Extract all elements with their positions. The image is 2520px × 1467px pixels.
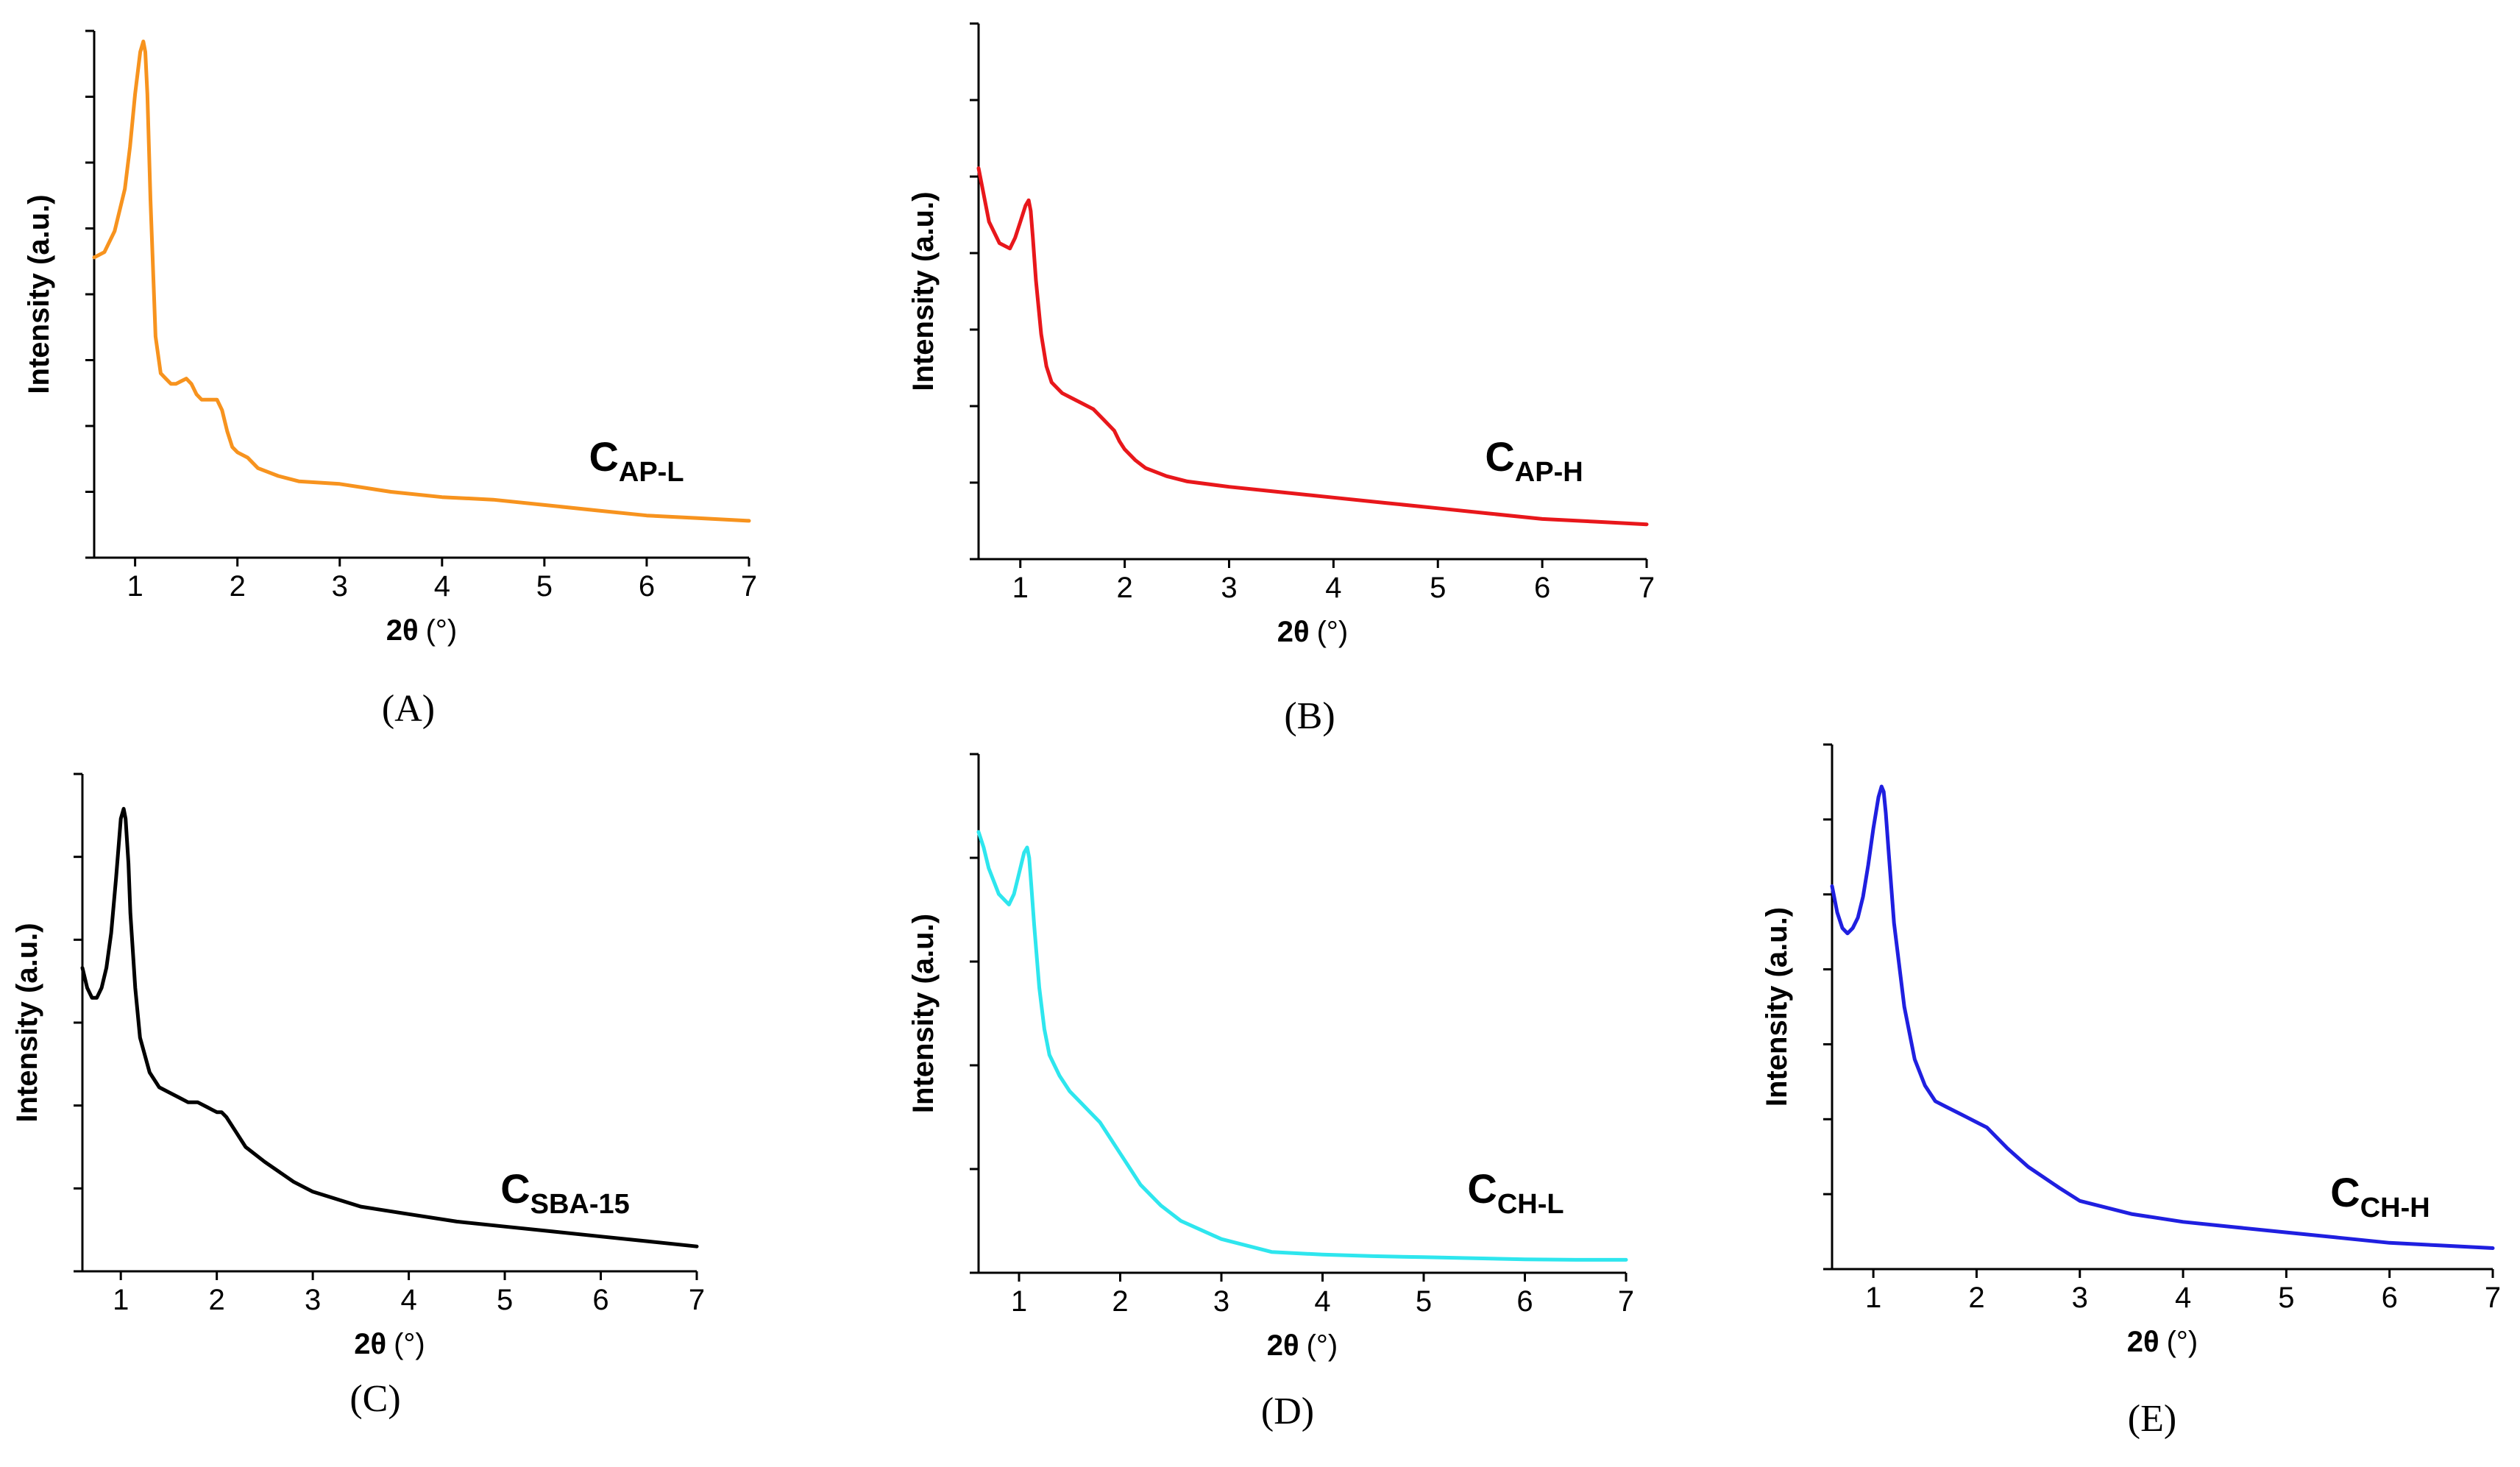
x-tick-label: 2 xyxy=(209,1284,225,1316)
x-axis-title-main: 2θ xyxy=(354,1328,386,1360)
x-tick-label: 5 xyxy=(2278,1282,2294,1314)
x-tick-label: 7 xyxy=(1639,572,1655,604)
x-tick-label: 3 xyxy=(1213,1285,1229,1318)
x-axis-title-main: 2θ xyxy=(386,614,419,647)
x-tick-label: 6 xyxy=(2382,1282,2398,1314)
x-tick-label: 4 xyxy=(1325,572,1341,604)
x-tick-label: 2 xyxy=(230,570,246,603)
series-line xyxy=(976,830,1628,1262)
series-line xyxy=(976,166,1649,527)
sample-label-sub: SBA-15 xyxy=(530,1189,630,1220)
y-axis-title: Intensity (a.u.) xyxy=(11,923,43,1122)
x-axis-title: 2θ (°) xyxy=(1277,616,1349,648)
panel-caption: (B) xyxy=(1284,695,1335,737)
x-tick-label: 3 xyxy=(305,1284,321,1316)
panel-a: 1 2 3 4 5 6 7 2θ (°) Intensity (a.u.) CAP-L (A) xyxy=(23,29,757,730)
y-axis-title: Intensity (a.u.) xyxy=(1761,907,1793,1107)
x-tick-label: 5 xyxy=(536,570,553,603)
x-tick-label: 1 xyxy=(1012,572,1029,604)
x-tick-label: 4 xyxy=(434,570,450,603)
x-axis-title-unit: (°) xyxy=(394,1328,425,1360)
x-tick-label: 4 xyxy=(1314,1285,1330,1318)
series-line xyxy=(92,39,751,523)
x-tick-label: 7 xyxy=(1618,1285,1634,1318)
x-tick-label: 3 xyxy=(2072,1282,2088,1314)
x-tick-label: 1 xyxy=(1865,1282,1881,1314)
x-tick-label: 7 xyxy=(689,1284,705,1316)
panel-caption: (A) xyxy=(382,688,435,730)
x-tick-label: 5 xyxy=(1416,1285,1432,1318)
x-tick-label: 7 xyxy=(2485,1282,2501,1314)
x-axis-title-unit: (°) xyxy=(2167,1326,2198,1358)
series-line xyxy=(80,806,699,1248)
x-axis-title: 2θ (°) xyxy=(2127,1326,2198,1358)
sample-label: CCH-L xyxy=(1467,1165,1564,1220)
x-tick-label: 1 xyxy=(127,570,143,603)
sample-label: CSBA-15 xyxy=(500,1165,630,1220)
x-axis-title-main: 2θ xyxy=(1267,1329,1299,1362)
x-tick-label: 4 xyxy=(400,1284,416,1316)
panel-caption: (C) xyxy=(349,1378,400,1420)
sample-label: CAP-L xyxy=(589,433,684,488)
panel-b: 1 2 3 4 5 6 7 2θ (°) Intensity (a.u.) CAP-H (B) xyxy=(907,22,1655,737)
x-tick-label: 5 xyxy=(497,1284,513,1316)
sample-label-sub: AP-H xyxy=(1515,457,1583,488)
y-axis-title: Intensity (a.u.) xyxy=(907,914,940,1113)
panel-d: 1 2 3 4 5 6 7 2θ (°) Intensity (a.u.) CCH-L (D) xyxy=(907,753,1634,1432)
x-tick-label: 1 xyxy=(113,1284,129,1316)
sample-label-main: C xyxy=(1485,433,1514,480)
x-tick-label: 6 xyxy=(1516,1285,1533,1318)
sample-label-sub: CH-H xyxy=(2360,1193,2430,1223)
x-axis-title-main: 2θ xyxy=(2127,1326,2159,1358)
panel-e: 1 2 3 4 5 6 7 2θ (°) Intensity (a.u.) CCH-H (E) xyxy=(1761,743,2501,1440)
sample-label-main: C xyxy=(1467,1165,1497,1212)
panel-caption: (E) xyxy=(2128,1398,2176,1440)
sample-label: CCH-H xyxy=(2330,1169,2430,1223)
x-tick-label: 5 xyxy=(1430,572,1446,604)
x-axis-title: 2θ (°) xyxy=(1267,1329,1338,1362)
y-axis-title: Intensity (a.u.) xyxy=(23,194,55,394)
x-axis-title: 2θ (°) xyxy=(386,614,458,647)
panel-caption: (D) xyxy=(1261,1390,1314,1432)
x-tick-label: 1 xyxy=(1011,1285,1027,1318)
sample-label-main: C xyxy=(589,433,618,480)
x-tick-label: 2 xyxy=(1112,1285,1128,1318)
x-axis-title-unit: (°) xyxy=(426,614,458,647)
sample-label-sub: AP-L xyxy=(619,457,684,488)
x-tick-label: 6 xyxy=(639,570,655,603)
x-axis-title-unit: (°) xyxy=(1307,1329,1338,1362)
x-tick-label: 7 xyxy=(741,570,757,603)
x-axis-title-main: 2θ xyxy=(1277,616,1310,648)
sample-label-main: C xyxy=(2330,1169,2360,1215)
x-tick-label: 2 xyxy=(1117,572,1133,604)
x-tick-label: 2 xyxy=(1968,1282,1984,1314)
x-axis-title-unit: (°) xyxy=(1317,616,1349,648)
series-line xyxy=(1830,784,2495,1250)
y-axis-title: Intensity (a.u.) xyxy=(907,191,940,391)
x-tick-label: 6 xyxy=(1534,572,1550,604)
sample-label-main: C xyxy=(500,1165,530,1212)
x-axis-title: 2θ (°) xyxy=(354,1328,425,1360)
panel-c: 1 2 3 4 5 6 7 2θ (°) Intensity (a.u.) CSBA-15 (C) xyxy=(11,772,705,1420)
sample-label: CAP-H xyxy=(1485,433,1583,488)
x-tick-label: 3 xyxy=(1221,572,1237,604)
x-tick-label: 4 xyxy=(2175,1282,2191,1314)
x-tick-label: 3 xyxy=(332,570,348,603)
sample-label-sub: CH-L xyxy=(1497,1189,1564,1220)
x-tick-label: 6 xyxy=(592,1284,608,1316)
